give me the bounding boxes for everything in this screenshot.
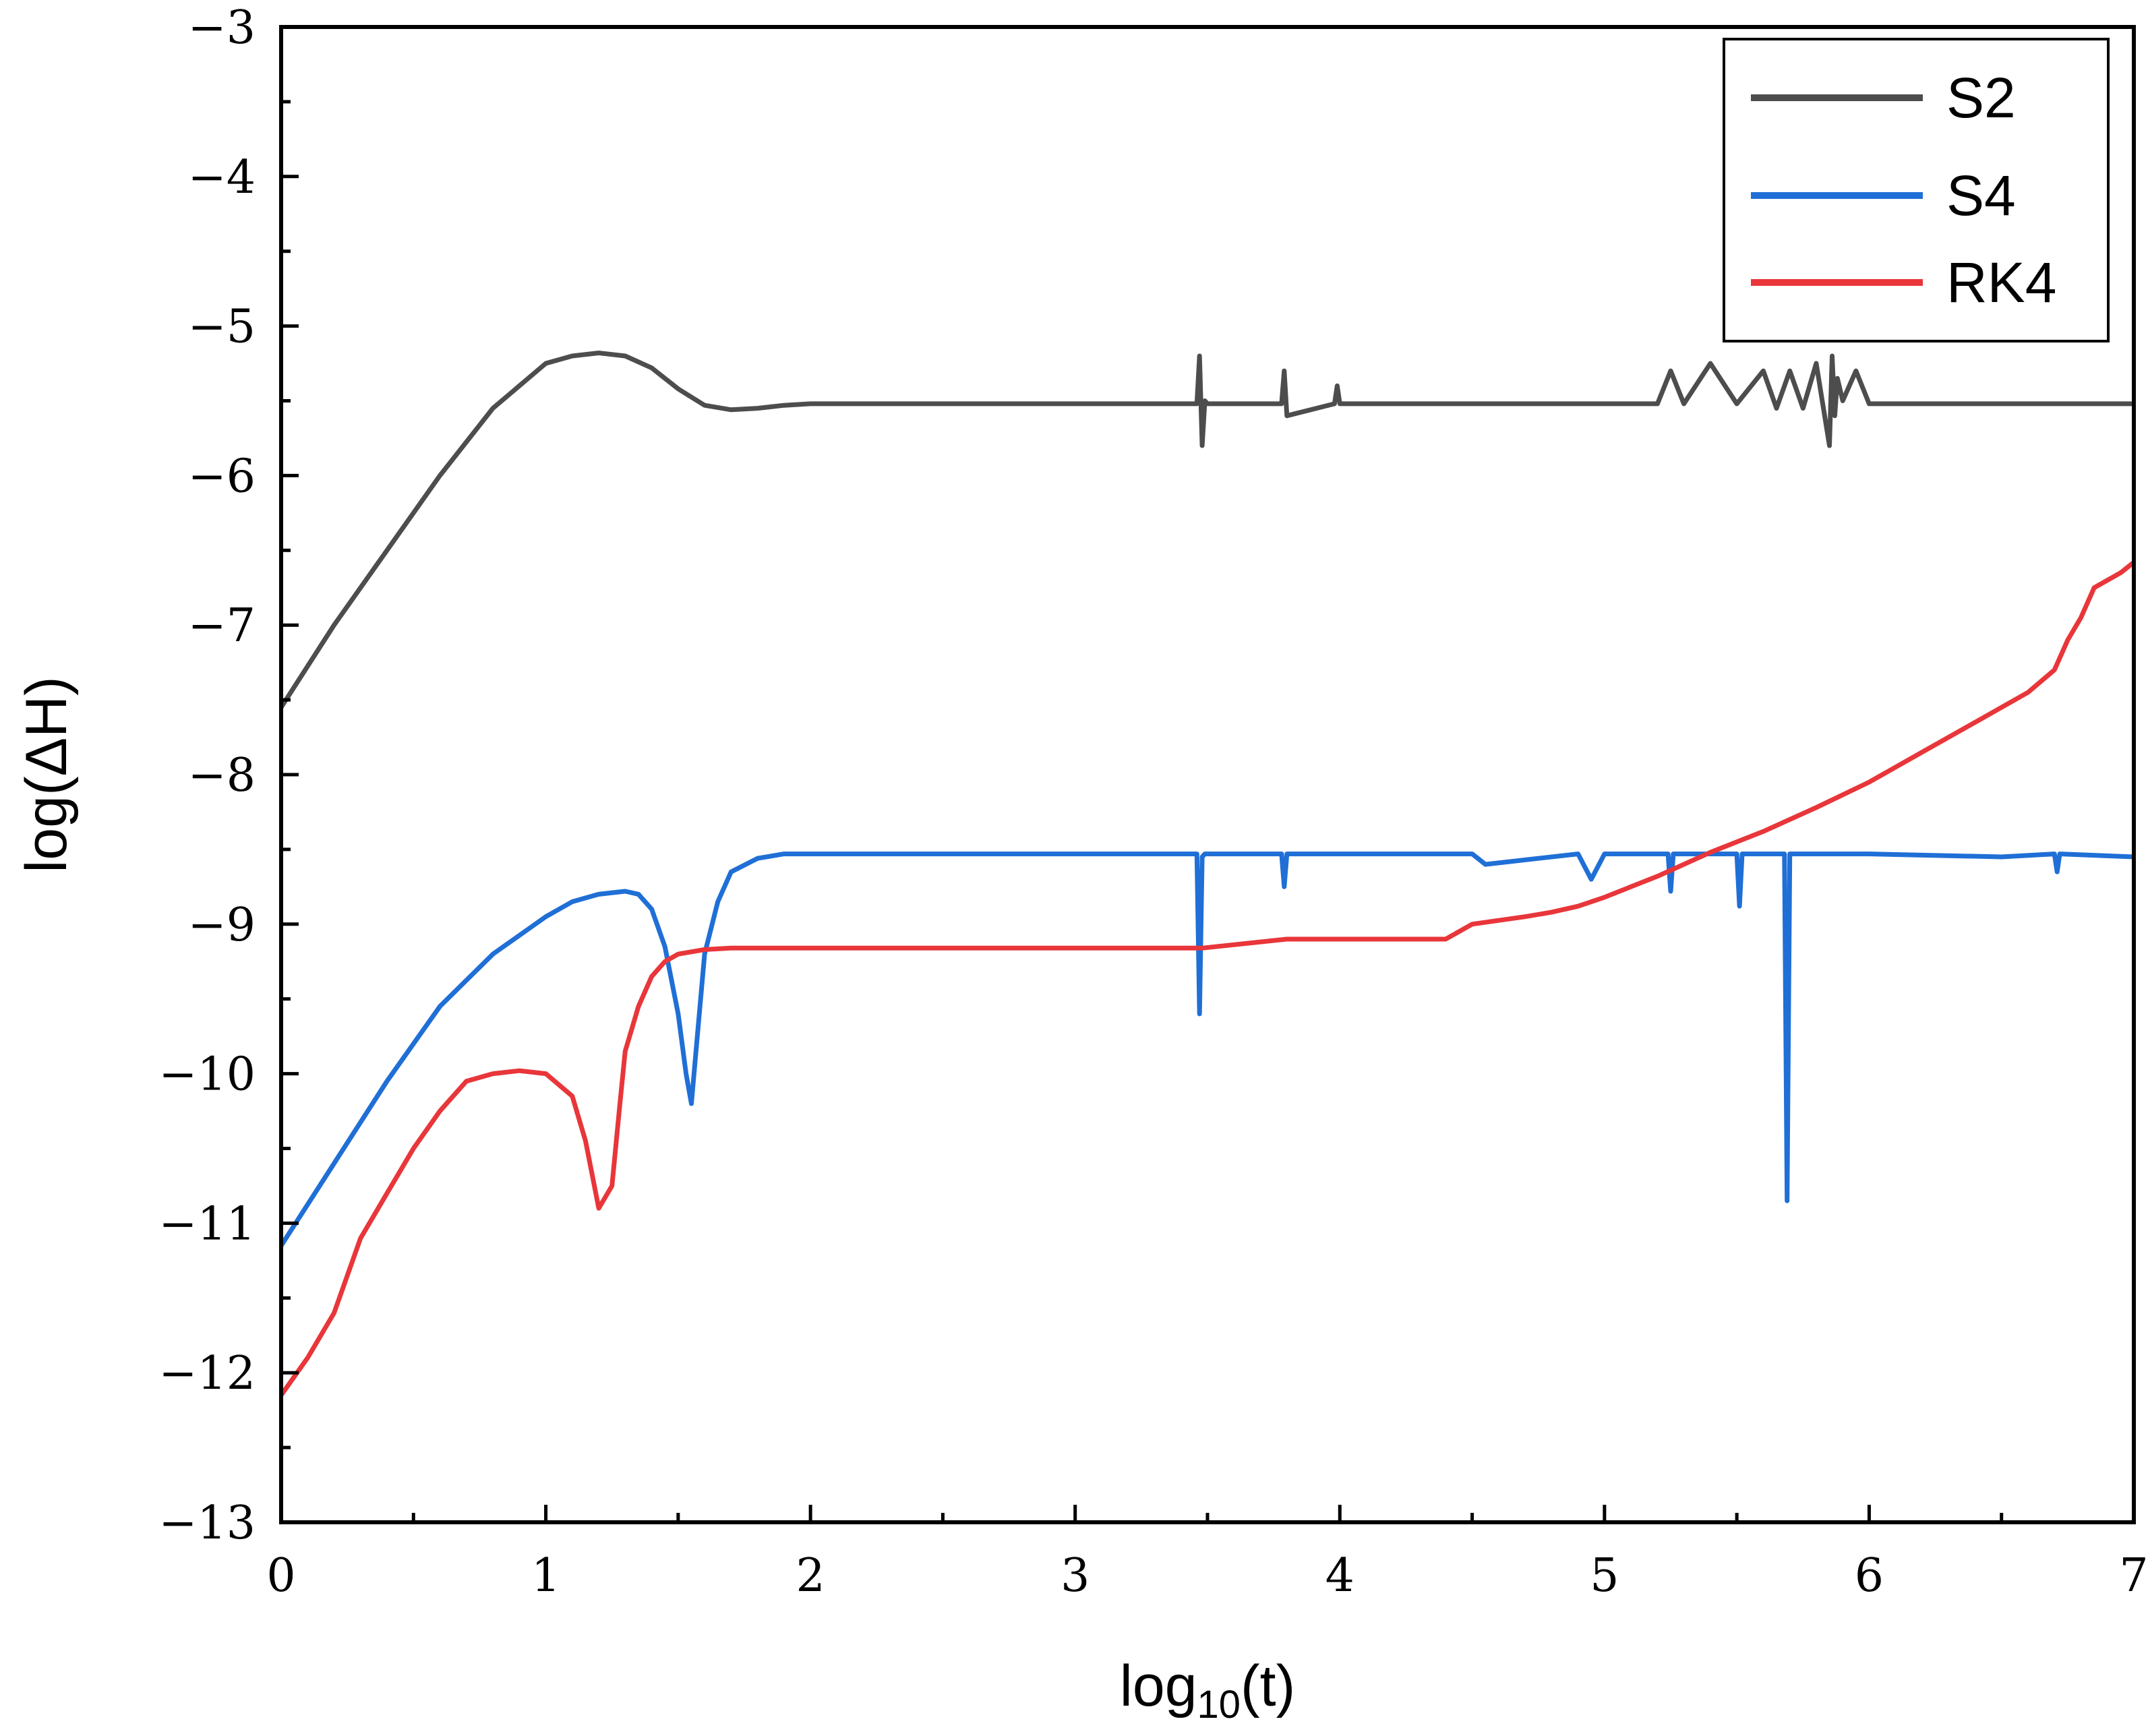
x-axis-title: log10(t): [1120, 1654, 1295, 1727]
x-tick-label: 6: [1855, 1549, 1884, 1603]
x-tick-label: 0: [266, 1549, 295, 1603]
x-axis-title-subscript: 10: [1197, 1683, 1241, 1727]
x-tick-label: 7: [2119, 1549, 2148, 1603]
legend-box: [1723, 38, 2110, 342]
legend-label-s2: S2: [1946, 66, 2016, 129]
x-tick-label: 4: [1325, 1549, 1354, 1603]
x-tick-label: 1: [531, 1549, 560, 1603]
plot-frame: [279, 25, 2136, 1524]
series-line-s2: [281, 351, 2134, 710]
y-tick-label: −5: [188, 301, 256, 354]
tick-layer: 0 1 2 3 4 5 6 7 −13 −12 −11 −10 −9 −8 −7 −6 −5 −4 −3: [158, 1, 2148, 1603]
x-tick-label: 2: [796, 1549, 825, 1603]
x-axis-title-rest: (t): [1241, 1654, 1295, 1718]
x-axis-title-base: log: [1120, 1654, 1197, 1718]
legend: S2 S4 RK4: [1723, 38, 2110, 342]
y-tick-label: −12: [158, 1347, 256, 1400]
y-tick-label: −10: [158, 1048, 256, 1102]
legend-label-rk4: RK4: [1946, 251, 2056, 314]
y-tick-label: −8: [188, 749, 256, 802]
y-axis-title: log(ΔH): [14, 676, 79, 873]
y-tick-label: −7: [188, 599, 256, 653]
y-tick-label: −13: [158, 1497, 256, 1550]
series-line-rk4: [281, 560, 2134, 1398]
series-layer: [281, 351, 2134, 1398]
y-tick-label: −3: [188, 1, 256, 55]
y-tick-label: −9: [188, 899, 256, 952]
y-tick-label: −6: [188, 450, 256, 503]
x-tick-label: 3: [1061, 1549, 1090, 1603]
y-tick-label: −11: [158, 1197, 256, 1251]
x-tick-label: 5: [1590, 1549, 1619, 1603]
series-line-s4: [281, 851, 2134, 1249]
y-tick-label: −4: [188, 151, 256, 204]
legend-label-s4: S4: [1946, 164, 2016, 227]
